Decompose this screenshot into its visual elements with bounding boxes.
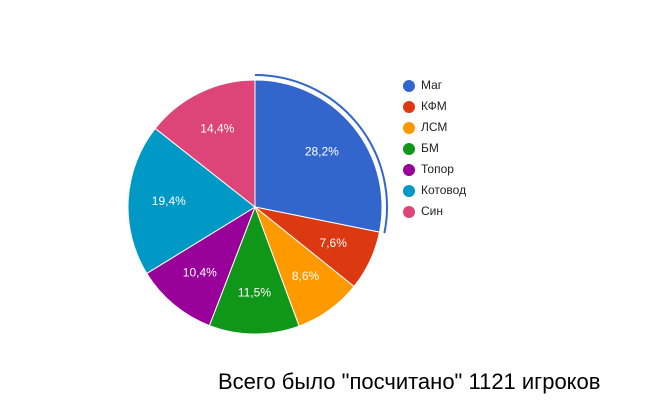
legend-marker[interactable] [403, 206, 415, 218]
legend-label[interactable]: КФМ [421, 99, 447, 113]
slice-label: 14,4% [200, 121, 234, 135]
legend-label[interactable]: Маг [421, 78, 443, 92]
pie-slice[interactable] [208, 205, 300, 335]
legend-marker[interactable] [403, 143, 415, 155]
legend-marker[interactable] [403, 164, 415, 176]
slice-label: 19,4% [152, 194, 186, 208]
legend-marker[interactable] [403, 185, 415, 197]
legend-marker[interactable] [403, 101, 415, 113]
slice-label: 28,2% [305, 144, 339, 158]
selection-ring [254, 74, 388, 234]
pie-slice[interactable] [127, 127, 256, 275]
slice-label: 10,4% [183, 266, 217, 280]
annotation: Всего было "посчитано" 1121 игроков [218, 369, 600, 394]
slice-label: 11,5% [238, 286, 271, 300]
pie-slice[interactable] [146, 205, 256, 327]
pie-slice[interactable] [154, 79, 256, 209]
pie-slice[interactable] [254, 79, 383, 233]
legend-label[interactable]: Син [421, 204, 443, 218]
legend-marker[interactable] [403, 122, 415, 134]
slice-label: 8,6% [292, 269, 320, 283]
slice-label: 7,6% [320, 236, 348, 250]
legend-label[interactable]: Топор [421, 162, 454, 176]
legend-label[interactable]: Котовод [421, 183, 466, 197]
legend-label[interactable]: ЛСМ [421, 120, 447, 134]
legend-label[interactable]: БМ [421, 141, 439, 155]
legend-marker[interactable] [403, 80, 415, 92]
